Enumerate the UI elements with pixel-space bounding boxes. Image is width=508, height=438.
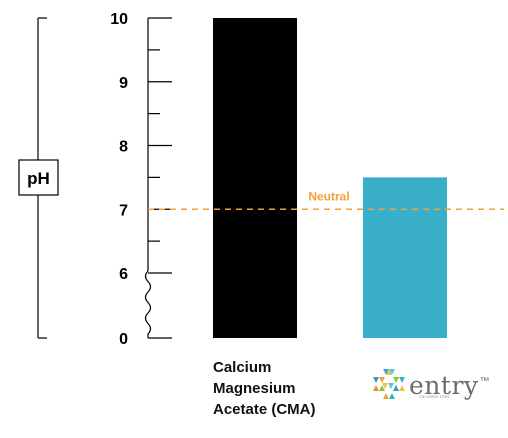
y-label-bracket: pH — [18, 17, 59, 339]
y-tick-label: 7 — [119, 202, 128, 219]
entry-brand-logo: entry ™ CHLORIDE FREE — [369, 365, 490, 405]
category-label-line: Calcium — [213, 359, 272, 376]
brand-subtext: CHLORIDE FREE — [419, 395, 450, 399]
trademark-symbol: ™ — [479, 375, 490, 387]
category-label-cma: Calcium Magnesium Acetate (CMA) — [213, 357, 316, 420]
y-tick-label: 10 — [110, 11, 128, 28]
y-tick-label: 9 — [119, 75, 128, 92]
y-axis: 10 9 8 7 6 0 — [110, 11, 172, 348]
bars — [213, 18, 447, 338]
y-tick-label: 8 — [119, 139, 128, 156]
bar — [363, 177, 447, 338]
brand-name: entry — [409, 370, 479, 400]
category-label-line: Magnesium — [213, 380, 296, 397]
y-axis-title: pH — [27, 169, 50, 188]
category-label-line: Acetate (CMA) — [213, 401, 316, 418]
bar — [213, 18, 297, 338]
y-tick-label: 6 — [119, 266, 128, 283]
star-mosaic-icon — [373, 369, 405, 399]
neutral-reference-label: Neutral — [308, 189, 349, 203]
y-tick-label: 0 — [119, 331, 128, 348]
axis-break — [144, 270, 152, 338]
y-axis-title-box — [18, 159, 59, 196]
